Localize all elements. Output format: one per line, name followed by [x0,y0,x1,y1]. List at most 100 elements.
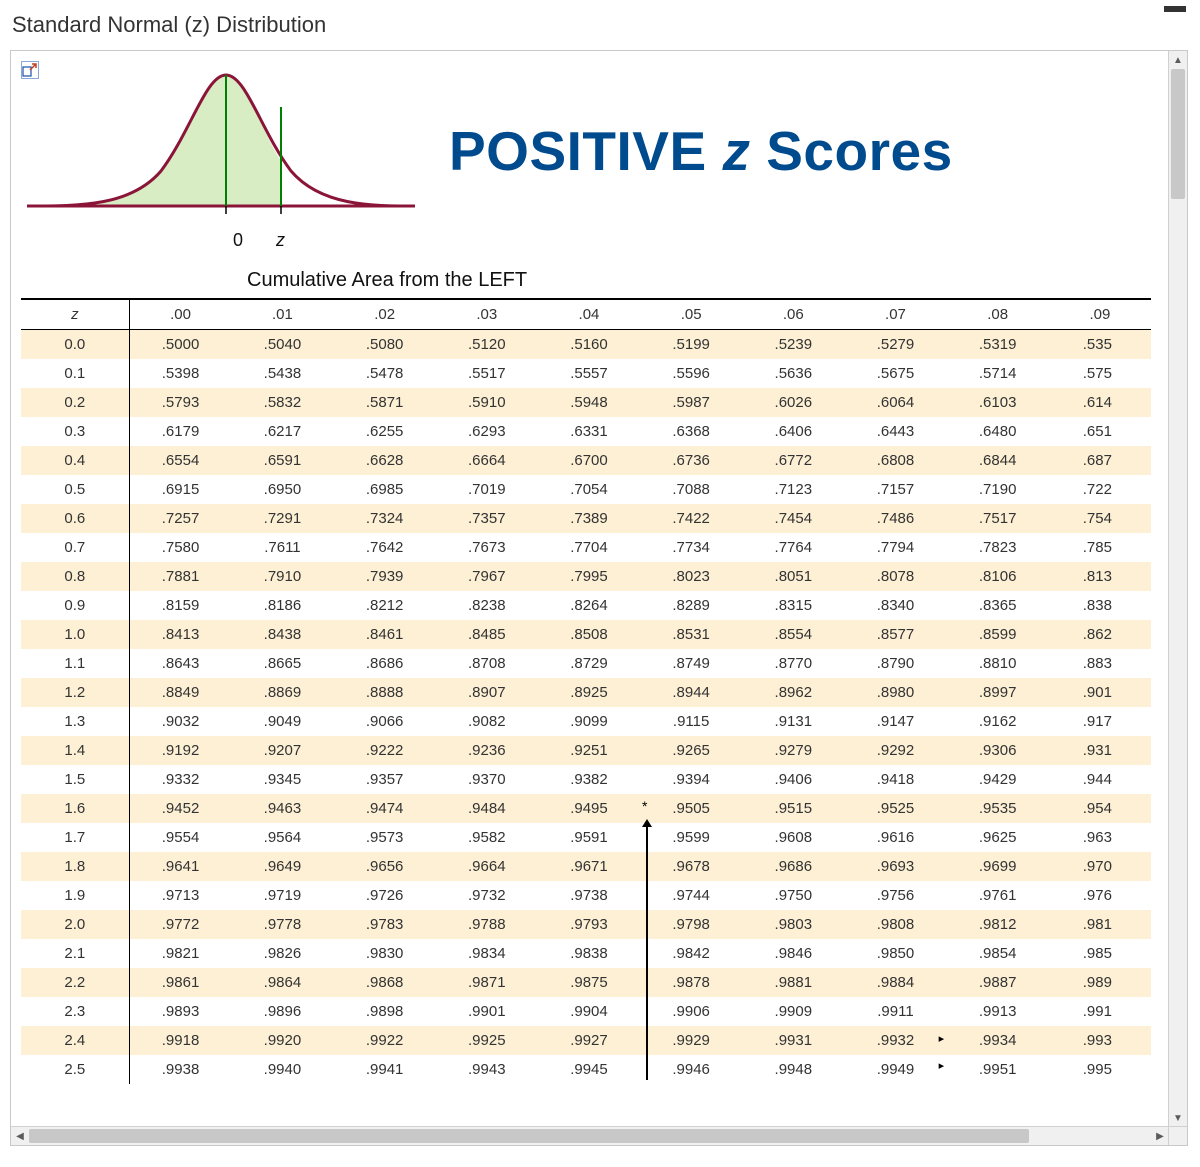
prob-cell: .9484 [436,794,538,823]
table-row: 0.5.6915.6950.6985.7019.7054.7088.7123.7… [21,475,1151,504]
prob-cell: .9913 [947,997,1049,1026]
prob-cell: .9881 [742,968,844,997]
prob-cell: .9222 [334,736,436,765]
prob-cell: .862 [1049,620,1151,649]
prob-cell: .9927 [538,1026,640,1055]
z-value-cell: 0.9 [21,591,129,620]
horizontal-scroll-thumb[interactable] [29,1129,1029,1143]
prob-cell: .9783 [334,910,436,939]
horizontal-scrollbar[interactable]: ◀ ▶ [11,1126,1169,1145]
table-row: 1.6.9452.9463.9474.9484.9495.9505.9515.9… [21,794,1151,823]
prob-cell: .8749 [640,649,742,678]
table-row: 0.0.5000.5040.5080.5120.5160.5199.5239.5… [21,330,1151,360]
prob-cell: .8508 [538,620,640,649]
prob-cell: .5120 [436,330,538,360]
prob-cell: .9803 [742,910,844,939]
prob-cell: .7054 [538,475,640,504]
prob-cell: .5871 [334,388,436,417]
prob-cell: .9474 [334,794,436,823]
prob-cell: .9463 [231,794,333,823]
prob-cell: .6700 [538,446,640,475]
prob-cell: .9693 [844,852,946,881]
prob-cell: .9726 [334,881,436,910]
prob-cell: .9525 [844,794,946,823]
table-row: 2.4.9918.9920.9922.9925.9927.9929.9931.9… [21,1026,1151,1055]
table-row: 0.2.5793.5832.5871.5910.5948.5987.6026.6… [21,388,1151,417]
prob-cell: .9943 [436,1055,538,1084]
prob-cell: .9357 [334,765,436,794]
z-value-cell: 2.5 [21,1055,129,1084]
prob-cell: .9884 [844,968,946,997]
col-header: .08 [947,299,1049,330]
prob-cell: .8212 [334,591,436,620]
table-row: 1.2.8849.8869.8888.8907.8925.8944.8962.8… [21,678,1151,707]
prob-cell: .5319 [947,330,1049,360]
z-table: z.00.01.02.03.04.05.06.07.08.09 0.0.5000… [21,298,1151,1084]
prob-cell: .8997 [947,678,1049,707]
prob-cell: .9207 [231,736,333,765]
prob-cell: .8438 [231,620,333,649]
prob-cell: .5279 [844,330,946,360]
vertical-scrollbar[interactable]: ▲ ▼ [1168,51,1187,1127]
star-marker: * [642,798,647,814]
prob-cell: .8686 [334,649,436,678]
prob-cell: .7823 [947,533,1049,562]
prob-cell: .9945 [538,1055,640,1084]
z-value-cell: 1.9 [21,881,129,910]
prob-cell: .6844 [947,446,1049,475]
prob-cell: .5438 [231,359,333,388]
prob-cell: .6591 [231,446,333,475]
prob-cell: .9798 [640,910,742,939]
prob-cell: .9940 [231,1055,333,1084]
prob-cell: .6950 [231,475,333,504]
prob-cell: .6772 [742,446,844,475]
prob-cell: .9864 [231,968,333,997]
prob-cell: .9554 [129,823,231,852]
scroll-up-icon[interactable]: ▲ [1169,51,1187,69]
prob-cell: .7324 [334,504,436,533]
prob-cell: .5160 [538,330,640,360]
scroll-right-icon[interactable]: ▶ [1151,1127,1169,1145]
table-row: 0.3.6179.6217.6255.6293.6331.6368.6406.6… [21,417,1151,446]
prob-cell: .5910 [436,388,538,417]
minimize-icon[interactable] [1164,6,1186,12]
prob-cell: .9251 [538,736,640,765]
vertical-scroll-thumb[interactable] [1171,69,1185,199]
prob-cell: .9049 [231,707,333,736]
col-header-z: z [21,299,129,330]
heading-prefix: POSITIVE [449,120,722,182]
prob-cell: .6064 [844,388,946,417]
prob-cell: .7794 [844,533,946,562]
prob-cell: .9332 [129,765,231,794]
prob-cell: .8708 [436,649,538,678]
prob-cell: .687 [1049,446,1151,475]
z-value-cell: 0.2 [21,388,129,417]
prob-cell: .7517 [947,504,1049,533]
prob-cell: .6480 [947,417,1049,446]
scroll-area[interactable]: 0 z POSITIVE z Scores Cumulative Area fr… [11,51,1169,1127]
prob-cell: .8264 [538,591,640,620]
prob-cell: .8106 [947,562,1049,591]
prob-cell: .785 [1049,533,1151,562]
z-value-cell: 0.8 [21,562,129,591]
prob-cell: .8665 [231,649,333,678]
prob-cell: .9616 [844,823,946,852]
scroll-down-icon[interactable]: ▼ [1169,1109,1187,1127]
prob-cell: .9515 [742,794,844,823]
z-value-cell: 1.1 [21,649,129,678]
table-row: 1.7.9554.9564.9573.9582.9591.9599.9608.9… [21,823,1151,852]
prob-cell: .5040 [231,330,333,360]
col-header: .09 [1049,299,1151,330]
prob-cell: .8770 [742,649,844,678]
table-row: 1.3.9032.9049.9066.9082.9099.9115.9131.9… [21,707,1151,736]
scroll-left-icon[interactable]: ◀ [11,1127,29,1145]
z-value-cell: 0.1 [21,359,129,388]
prob-cell: .8315 [742,591,844,620]
prob-cell: .9265 [640,736,742,765]
prob-cell: .9656 [334,852,436,881]
prob-cell: .9949 [844,1055,946,1084]
prob-cell: .6664 [436,446,538,475]
prob-cell: .8340 [844,591,946,620]
prob-cell: .9772 [129,910,231,939]
prob-cell: .9750 [742,881,844,910]
